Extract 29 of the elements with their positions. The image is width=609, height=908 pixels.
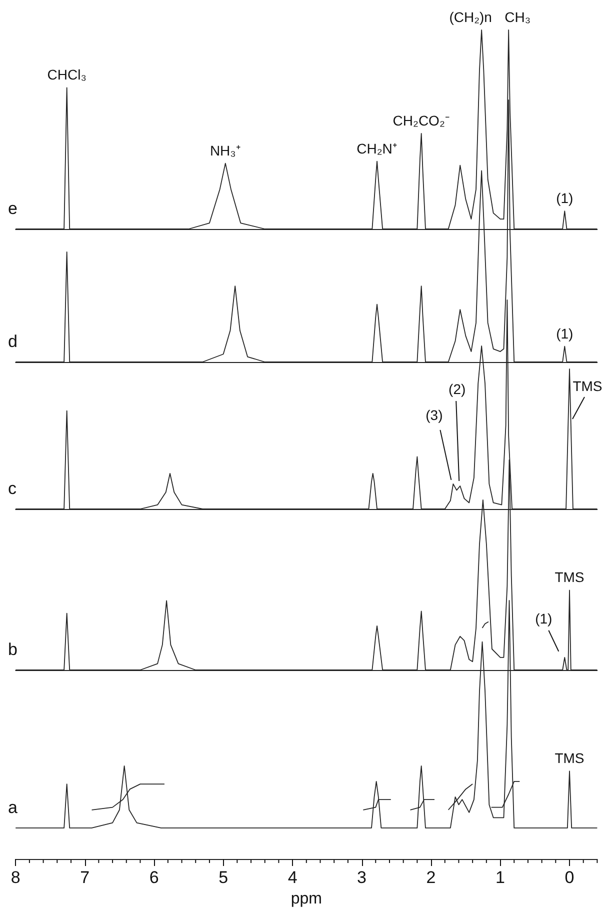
x-tick-label: 5 [218, 868, 228, 887]
text: a [8, 798, 18, 817]
annotation: (3) [426, 406, 443, 423]
x-tick-label: 1 [496, 868, 505, 887]
annotation: TMS [572, 378, 602, 394]
annotation: (1) [556, 190, 574, 206]
text: b [8, 640, 18, 659]
x-tick-label: 6 [149, 868, 159, 887]
x-tick-label: 2 [426, 868, 436, 887]
annotation: CH₂N⁺ [356, 140, 398, 156]
annotation: TMS [554, 569, 584, 586]
annotation: (2) [448, 381, 466, 398]
annotation: (1) [535, 610, 552, 626]
x-tick-label: 7 [80, 868, 90, 887]
x-tick-label: 4 [288, 868, 298, 887]
text: c [8, 479, 17, 498]
annotation: (CH₂)n [449, 9, 492, 25]
annotation: CH₂CO₂⁻ [392, 112, 450, 128]
annotation: NH₃⁺ [210, 142, 241, 158]
x-axis-title: ppm [290, 890, 322, 908]
annotation: CH₃ [504, 9, 531, 25]
x-tick-label: 3 [357, 868, 367, 887]
x-tick-label: 8 [10, 868, 20, 887]
x-tick-label: 0 [564, 868, 574, 887]
annotation: CHCl₃ [47, 66, 86, 83]
annotation: TMS [554, 750, 584, 766]
annotation: (1) [556, 325, 574, 342]
text: e [8, 199, 18, 218]
text: d [8, 332, 18, 351]
